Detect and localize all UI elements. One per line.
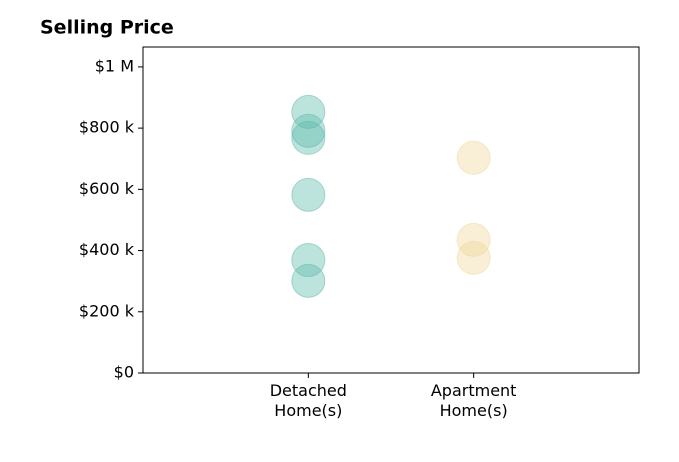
y-tick-label: $0: [114, 363, 134, 382]
point: [291, 113, 326, 148]
point: [291, 263, 326, 298]
point: [291, 120, 326, 155]
plot-frame: [142, 46, 640, 374]
point: [456, 140, 491, 175]
x-tick-label: Detached Home(s): [269, 381, 347, 420]
point: [456, 222, 491, 257]
y-tick-label: $600 k: [79, 179, 135, 198]
y-tick-label: $800 k: [79, 118, 135, 137]
x-tick-label: Apartment Home(s): [430, 381, 517, 420]
y-tick-label: $400 k: [79, 240, 135, 259]
point: [291, 177, 326, 212]
point: [291, 243, 326, 278]
chart-title: Selling Price: [40, 17, 174, 39]
point: [291, 94, 326, 129]
y-tick-label: $200 k: [79, 301, 135, 320]
point: [456, 240, 491, 275]
y-tick-label: $1 M: [95, 56, 134, 75]
